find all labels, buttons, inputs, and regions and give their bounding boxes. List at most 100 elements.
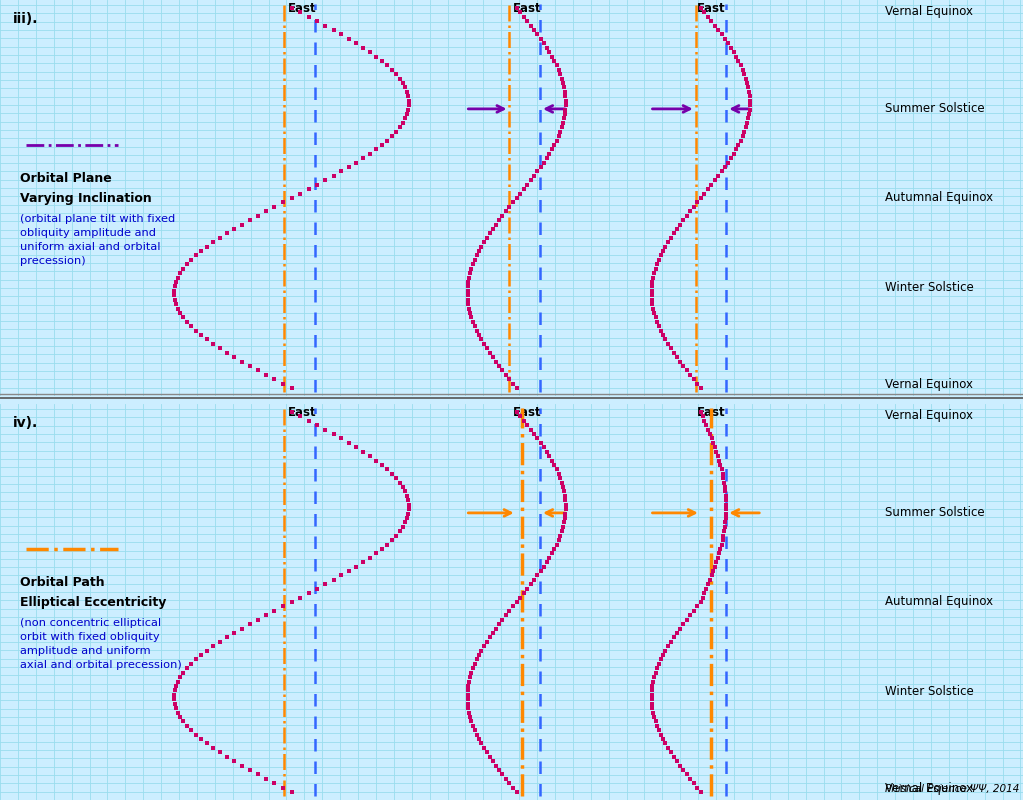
Point	[685, 605, 702, 618]
Point	[205, 742, 221, 754]
Point	[250, 614, 266, 626]
Point	[716, 476, 732, 489]
Point	[317, 19, 333, 32]
Text: (non concentric elliptical
orbit with fixed obliquity
amplitude and uniform
axia: (non concentric elliptical orbit with fi…	[20, 618, 182, 670]
Point	[702, 428, 718, 441]
Point	[655, 733, 671, 746]
Point	[461, 302, 478, 315]
Point	[167, 684, 183, 697]
Point	[700, 10, 716, 23]
Point	[301, 182, 317, 195]
Point	[716, 33, 732, 46]
Point	[693, 786, 709, 798]
Point	[325, 170, 342, 182]
Point	[657, 333, 673, 346]
Point	[653, 249, 669, 262]
Point	[557, 86, 573, 98]
Point	[705, 437, 721, 450]
Point	[649, 719, 665, 732]
Point	[469, 653, 485, 666]
Point	[172, 670, 188, 683]
Point	[558, 494, 574, 506]
Point	[384, 130, 400, 142]
Point	[317, 578, 333, 590]
Point	[479, 635, 495, 648]
Point	[548, 538, 565, 551]
Point	[471, 649, 487, 662]
Point	[672, 759, 688, 772]
Point	[526, 170, 542, 182]
Point	[719, 37, 736, 50]
Point	[471, 245, 487, 258]
Point	[266, 605, 282, 618]
Point	[643, 698, 660, 710]
Text: Autumnal Equinox: Autumnal Equinox	[885, 191, 993, 205]
Point	[644, 679, 661, 692]
Point	[558, 103, 574, 116]
Point	[348, 560, 364, 573]
Point	[728, 50, 745, 63]
Point	[519, 582, 535, 595]
Point	[715, 472, 731, 485]
Point	[675, 618, 692, 630]
Point	[175, 715, 191, 728]
Point	[738, 121, 754, 134]
Point	[461, 271, 478, 284]
Point	[526, 428, 542, 441]
Point	[529, 569, 545, 582]
Point	[482, 227, 498, 240]
Point	[198, 240, 215, 253]
Point	[717, 516, 733, 529]
Point	[544, 454, 561, 467]
Point	[395, 77, 411, 90]
Point	[519, 418, 535, 431]
Point	[541, 551, 558, 564]
Point	[711, 454, 727, 467]
Point	[739, 77, 755, 90]
Point	[198, 644, 215, 657]
Point	[719, 156, 736, 169]
Point	[698, 418, 714, 431]
Point	[508, 786, 525, 798]
Point	[275, 196, 292, 209]
Point	[663, 746, 679, 758]
Point	[713, 28, 729, 41]
Point	[325, 428, 342, 441]
Point	[742, 103, 758, 116]
Point	[325, 24, 342, 37]
Point	[653, 324, 669, 337]
Point	[380, 59, 396, 72]
Point	[292, 410, 308, 422]
Point	[717, 485, 733, 498]
Point	[646, 675, 662, 688]
Point	[187, 728, 204, 741]
Point	[508, 382, 525, 394]
Point	[187, 249, 204, 262]
Point	[471, 329, 487, 342]
Point	[388, 530, 404, 542]
Point	[648, 311, 664, 324]
Point	[241, 359, 258, 372]
Point	[675, 763, 692, 776]
Point	[380, 134, 396, 147]
Point	[488, 355, 504, 368]
Point	[651, 320, 667, 333]
Point	[693, 2, 709, 14]
Point	[341, 565, 357, 578]
Point	[555, 81, 572, 94]
Point	[395, 521, 411, 534]
Point	[193, 245, 210, 258]
Point	[700, 182, 716, 195]
Point	[700, 578, 716, 590]
Point	[226, 754, 242, 767]
Point	[241, 618, 258, 630]
Point	[226, 222, 242, 235]
Point	[735, 63, 751, 76]
Point	[461, 675, 478, 688]
Point	[732, 59, 749, 72]
Point	[183, 658, 199, 670]
Point	[643, 689, 660, 702]
Point	[718, 507, 735, 520]
Point	[464, 258, 481, 270]
Point	[647, 670, 663, 683]
